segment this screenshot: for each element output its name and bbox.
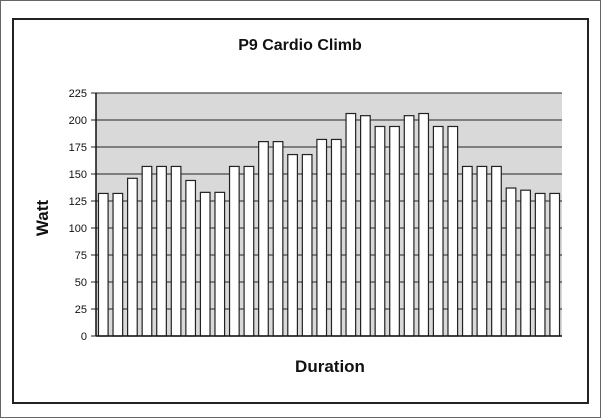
bar xyxy=(432,125,444,337)
y-axis-label: Watt xyxy=(33,200,52,237)
bar xyxy=(228,165,240,337)
y-tick-label: 75 xyxy=(75,250,87,262)
bar xyxy=(112,192,124,337)
bar xyxy=(476,165,488,337)
bar xyxy=(301,153,313,337)
bar xyxy=(170,165,182,337)
y-tick-label: 225 xyxy=(69,88,87,100)
bar xyxy=(141,165,153,337)
bar xyxy=(520,189,531,337)
bar xyxy=(199,191,211,337)
y-tick-label: 200 xyxy=(69,115,87,127)
bar xyxy=(447,125,459,337)
y-axis-ticks: 0 25 50 75 100 125 150 175 200 225 xyxy=(69,88,87,343)
bar xyxy=(549,192,561,337)
bar xyxy=(214,191,226,337)
bar xyxy=(389,125,400,337)
bar xyxy=(156,165,167,337)
x-axis-label: Duration xyxy=(295,357,365,376)
bar xyxy=(243,165,255,337)
bar xyxy=(287,153,299,337)
bar xyxy=(461,165,473,337)
y-tick-label: 25 xyxy=(75,304,87,316)
bar xyxy=(345,112,357,337)
bar xyxy=(316,138,328,337)
y-tick-label: 50 xyxy=(75,277,87,289)
bars xyxy=(97,112,561,337)
y-tick-label: 150 xyxy=(69,169,87,181)
bar xyxy=(126,177,138,337)
bar xyxy=(272,141,284,337)
bar xyxy=(534,192,546,337)
bar xyxy=(491,165,502,337)
bar xyxy=(330,138,342,337)
bar xyxy=(418,112,430,337)
bar xyxy=(258,141,269,337)
y-tick-label: 175 xyxy=(69,142,87,154)
bar xyxy=(374,125,386,337)
y-tick-label: 125 xyxy=(69,196,87,208)
bar xyxy=(185,179,197,337)
bar xyxy=(403,115,415,337)
bar xyxy=(360,115,371,337)
bar xyxy=(97,192,109,337)
bar xyxy=(505,187,517,337)
y-tick-label: 100 xyxy=(69,223,87,235)
y-tick-label: 0 xyxy=(81,331,87,343)
chart-title: P9 Cardio Climb xyxy=(238,37,362,54)
